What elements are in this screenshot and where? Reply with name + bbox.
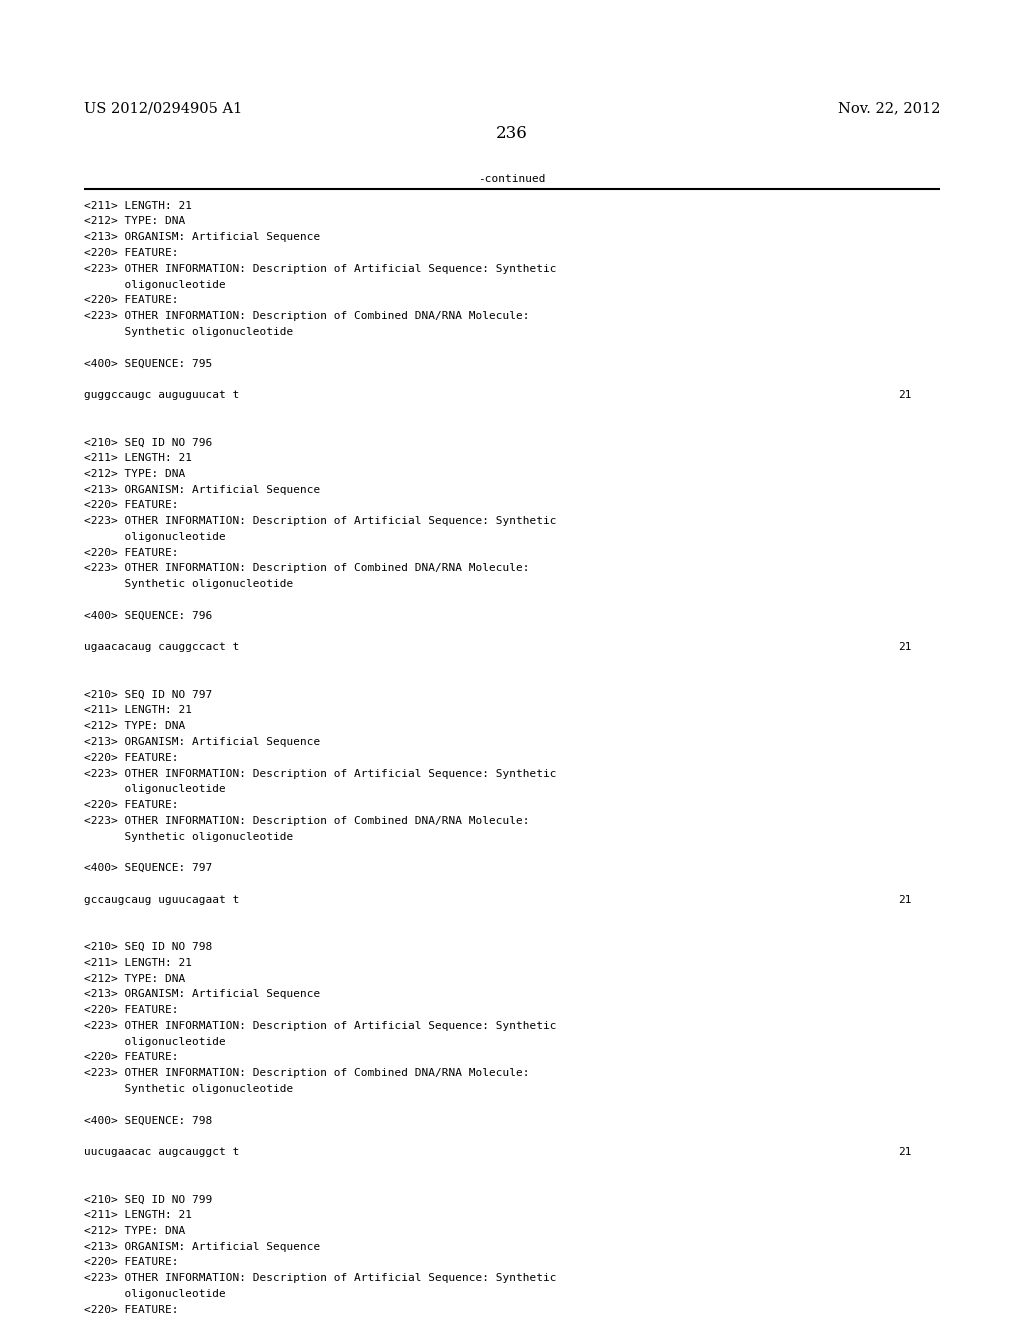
Text: <212> TYPE: DNA: <212> TYPE: DNA: [84, 216, 185, 227]
Text: <211> LENGTH: 21: <211> LENGTH: 21: [84, 1210, 191, 1220]
Text: <211> LENGTH: 21: <211> LENGTH: 21: [84, 453, 191, 463]
Text: <213> ORGANISM: Artificial Sequence: <213> ORGANISM: Artificial Sequence: [84, 737, 321, 747]
Text: <211> LENGTH: 21: <211> LENGTH: 21: [84, 705, 191, 715]
Text: <212> TYPE: DNA: <212> TYPE: DNA: [84, 1226, 185, 1236]
Text: -continued: -continued: [478, 174, 546, 185]
Text: <220> FEATURE:: <220> FEATURE:: [84, 1258, 178, 1267]
Text: <220> FEATURE:: <220> FEATURE:: [84, 1304, 178, 1315]
Text: <223> OTHER INFORMATION: Description of Combined DNA/RNA Molecule:: <223> OTHER INFORMATION: Description of …: [84, 1068, 529, 1078]
Text: oligonucleotide: oligonucleotide: [84, 1290, 225, 1299]
Text: <212> TYPE: DNA: <212> TYPE: DNA: [84, 469, 185, 479]
Text: <400> SEQUENCE: 796: <400> SEQUENCE: 796: [84, 611, 212, 620]
Text: 21: 21: [898, 895, 911, 904]
Text: 21: 21: [898, 389, 911, 400]
Text: 21: 21: [898, 1147, 911, 1158]
Text: gccaugcaug uguucagaat t: gccaugcaug uguucagaat t: [84, 895, 240, 904]
Text: <213> ORGANISM: Artificial Sequence: <213> ORGANISM: Artificial Sequence: [84, 1242, 321, 1251]
Text: <400> SEQUENCE: 797: <400> SEQUENCE: 797: [84, 863, 212, 873]
Text: <223> OTHER INFORMATION: Description of Artificial Sequence: Synthetic: <223> OTHER INFORMATION: Description of …: [84, 516, 556, 527]
Text: <210> SEQ ID NO 799: <210> SEQ ID NO 799: [84, 1195, 212, 1204]
Text: <220> FEATURE:: <220> FEATURE:: [84, 296, 178, 305]
Text: <211> LENGTH: 21: <211> LENGTH: 21: [84, 958, 191, 968]
Text: guggccaugc auguguucat t: guggccaugc auguguucat t: [84, 389, 240, 400]
Text: <220> FEATURE:: <220> FEATURE:: [84, 1052, 178, 1063]
Text: <220> FEATURE:: <220> FEATURE:: [84, 248, 178, 257]
Text: <210> SEQ ID NO 798: <210> SEQ ID NO 798: [84, 942, 212, 952]
Text: <213> ORGANISM: Artificial Sequence: <213> ORGANISM: Artificial Sequence: [84, 990, 321, 999]
Text: <212> TYPE: DNA: <212> TYPE: DNA: [84, 721, 185, 731]
Text: Nov. 22, 2012: Nov. 22, 2012: [838, 102, 940, 116]
Text: <223> OTHER INFORMATION: Description of Artificial Sequence: Synthetic: <223> OTHER INFORMATION: Description of …: [84, 768, 556, 779]
Text: <210> SEQ ID NO 796: <210> SEQ ID NO 796: [84, 437, 212, 447]
Text: <223> OTHER INFORMATION: Description of Artificial Sequence: Synthetic: <223> OTHER INFORMATION: Description of …: [84, 264, 556, 273]
Text: <220> FEATURE:: <220> FEATURE:: [84, 500, 178, 511]
Text: <211> LENGTH: 21: <211> LENGTH: 21: [84, 201, 191, 211]
Text: oligonucleotide: oligonucleotide: [84, 784, 225, 795]
Text: <223> OTHER INFORMATION: Description of Artificial Sequence: Synthetic: <223> OTHER INFORMATION: Description of …: [84, 1274, 556, 1283]
Text: <400> SEQUENCE: 798: <400> SEQUENCE: 798: [84, 1115, 212, 1126]
Text: <220> FEATURE:: <220> FEATURE:: [84, 548, 178, 557]
Text: <220> FEATURE:: <220> FEATURE:: [84, 752, 178, 763]
Text: oligonucleotide: oligonucleotide: [84, 280, 225, 289]
Text: US 2012/0294905 A1: US 2012/0294905 A1: [84, 102, 243, 116]
Text: Synthetic oligonucleotide: Synthetic oligonucleotide: [84, 832, 293, 842]
Text: <223> OTHER INFORMATION: Description of Combined DNA/RNA Molecule:: <223> OTHER INFORMATION: Description of …: [84, 312, 529, 321]
Text: <400> SEQUENCE: 795: <400> SEQUENCE: 795: [84, 359, 212, 368]
Text: <223> OTHER INFORMATION: Description of Combined DNA/RNA Molecule:: <223> OTHER INFORMATION: Description of …: [84, 564, 529, 573]
Text: Synthetic oligonucleotide: Synthetic oligonucleotide: [84, 579, 293, 589]
Text: <210> SEQ ID NO 797: <210> SEQ ID NO 797: [84, 689, 212, 700]
Text: <220> FEATURE:: <220> FEATURE:: [84, 1005, 178, 1015]
Text: 21: 21: [898, 643, 911, 652]
Text: <223> OTHER INFORMATION: Description of Combined DNA/RNA Molecule:: <223> OTHER INFORMATION: Description of …: [84, 816, 529, 826]
Text: Synthetic oligonucleotide: Synthetic oligonucleotide: [84, 327, 293, 337]
Text: 236: 236: [496, 125, 528, 143]
Text: Synthetic oligonucleotide: Synthetic oligonucleotide: [84, 1084, 293, 1094]
Text: oligonucleotide: oligonucleotide: [84, 1036, 225, 1047]
Text: <223> OTHER INFORMATION: Description of Artificial Sequence: Synthetic: <223> OTHER INFORMATION: Description of …: [84, 1020, 556, 1031]
Text: oligonucleotide: oligonucleotide: [84, 532, 225, 543]
Text: <220> FEATURE:: <220> FEATURE:: [84, 800, 178, 810]
Text: ugaacacaug cauggccact t: ugaacacaug cauggccact t: [84, 643, 240, 652]
Text: <213> ORGANISM: Artificial Sequence: <213> ORGANISM: Artificial Sequence: [84, 232, 321, 242]
Text: uucugaacac augcauggct t: uucugaacac augcauggct t: [84, 1147, 240, 1158]
Text: <212> TYPE: DNA: <212> TYPE: DNA: [84, 974, 185, 983]
Text: <213> ORGANISM: Artificial Sequence: <213> ORGANISM: Artificial Sequence: [84, 484, 321, 495]
